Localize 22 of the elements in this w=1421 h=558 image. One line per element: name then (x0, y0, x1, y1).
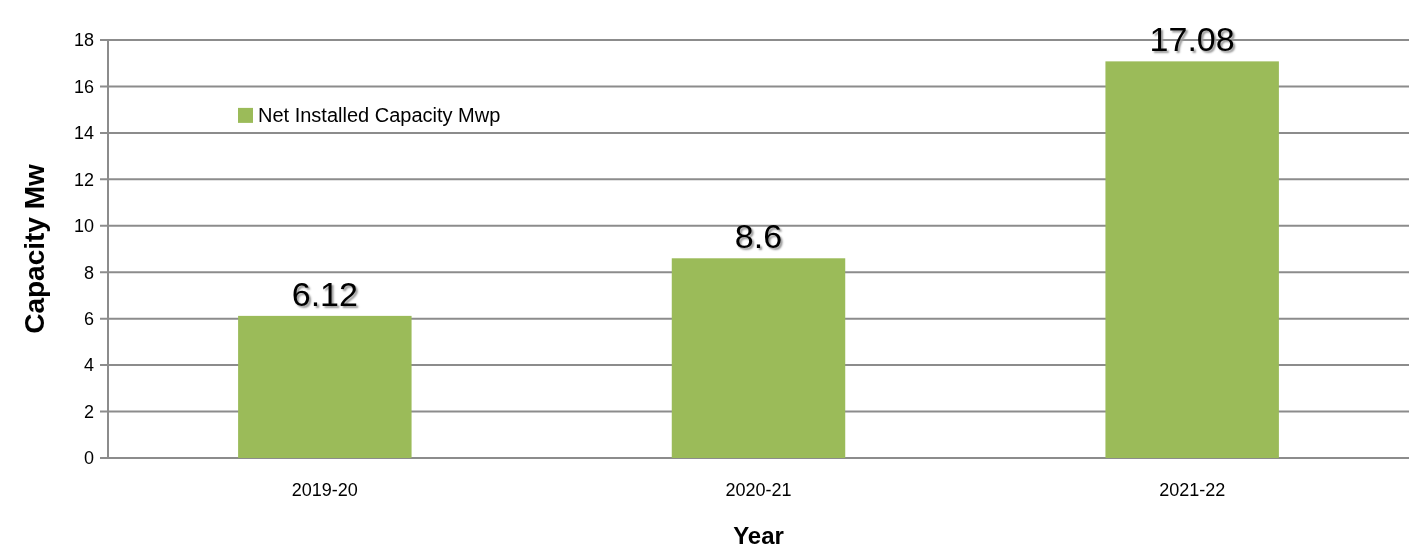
data-label: 6.12 (291, 274, 358, 313)
y-axis-title: Capacity Mw (19, 163, 50, 334)
y-tick-label: 12 (73, 169, 94, 190)
x-tick-label: 2020-21 (725, 480, 792, 500)
y-tick-label: 6 (83, 308, 94, 329)
legend-label: Net Installed Capacity Mwp (258, 103, 501, 126)
y-tick-label: 14 (73, 123, 94, 144)
data-label: 8.6 (734, 217, 783, 256)
x-tick-label: 2019-20 (291, 480, 358, 500)
x-tick-label: 2021-22 (1159, 480, 1226, 500)
y-tick-label: 8 (83, 262, 94, 283)
bar (238, 315, 412, 458)
bar (1105, 61, 1279, 458)
y-tick-label: 2 (83, 401, 94, 422)
bar (671, 258, 846, 458)
y-tick-label: 18 (73, 30, 94, 51)
x-axis-title: Year (733, 522, 784, 549)
y-tick-label: 4 (83, 355, 94, 376)
y-tick-label: 16 (73, 76, 94, 97)
data-label: 17.08 (1149, 20, 1235, 59)
y-tick-label: 0 (83, 448, 94, 469)
y-tick-label: 10 (73, 216, 94, 237)
